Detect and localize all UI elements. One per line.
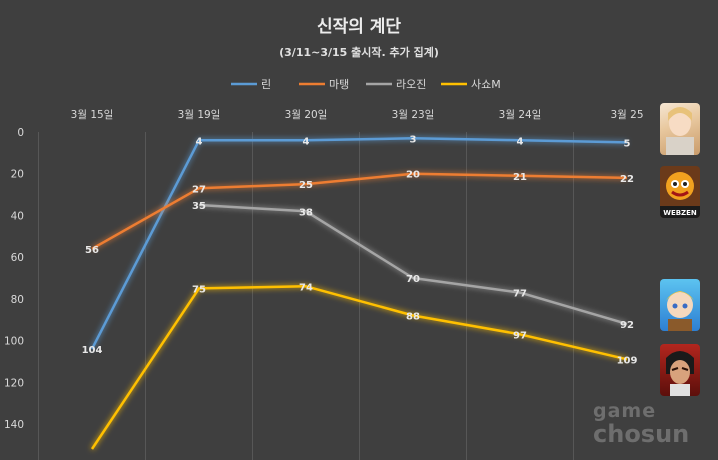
series-lines [90,137,628,450]
data-label: 56 [85,245,99,256]
legend-label: 사쇼M [471,78,501,91]
data-labels: 104 4 4 3 4 5 56 27 25 20 21 22 35 38 70 77 92 75 74 88 97 10… [82,134,638,366]
x-tick-label: 3월 23일 [392,108,435,121]
x-tick-label: 3월 20일 [285,108,328,121]
series-line-마탱 [91,172,628,250]
y-tick-label: 20 [11,169,24,181]
data-label: 4 [196,136,203,147]
y-tick-label: 120 [4,377,24,389]
data-label: 27 [192,184,206,195]
legend: 린 마탱 라오진 사쇼M [231,78,501,91]
x-tick-label: 3월 25 [610,109,643,121]
legend-label: 마탱 [329,78,349,91]
lin-game-icon [660,103,700,155]
chart-title: 신작의 계단 [317,17,401,37]
data-label: 75 [192,284,206,295]
x-tick-label: 3월 15일 [71,108,114,121]
data-label: 4 [303,136,310,147]
webzen-label: WEBZEN [663,209,697,217]
y-axis-ticks: 0 20 40 60 80 100 120 140 [4,127,24,431]
legend-label: 린 [261,78,271,91]
data-label: 97 [513,330,527,341]
y-tick-label: 0 [17,127,24,139]
y-tick-label: 140 [4,419,24,431]
y-tick-label: 60 [11,252,24,264]
data-label: 38 [299,207,313,218]
data-label: 25 [299,180,313,191]
y-tick-label: 40 [11,210,24,222]
data-label: 21 [513,172,527,183]
watermark-line2: chosun [593,420,690,448]
x-tick-label: 3월 19일 [178,108,221,121]
data-label: 74 [299,282,313,293]
data-label: 35 [192,201,206,212]
series-line-라오진 [198,203,628,326]
x-axis-ticks: 3월 15일 3월 19일 3월 20일 3월 23일 3월 24일 3월 25 [71,108,644,121]
data-label: 104 [82,345,103,356]
matang-game-icon: WEBZEN [660,166,700,218]
series-line-린 [90,137,628,350]
legend-label: 라오진 [396,78,426,91]
data-label: 20 [406,170,420,181]
sashom-game-icon [660,344,700,396]
data-label: 70 [406,274,420,285]
watermark-line1: game [593,400,657,422]
data-label: 109 [617,355,638,366]
chart-subtitle: (3/11~3/15 출시작. 추가 집계) [279,45,439,59]
data-label: 92 [620,320,634,331]
data-label: 88 [406,312,420,323]
y-tick-label: 100 [4,336,24,348]
series-line-사쇼M [90,285,628,450]
laojin-game-icon [660,279,700,331]
data-label: 22 [620,174,634,185]
data-label: 77 [513,289,527,300]
watermark-logo: game chosun [593,400,690,448]
data-label: 4 [517,136,524,147]
data-label: 5 [624,138,631,149]
x-tick-label: 3월 24일 [499,108,542,121]
y-tick-label: 80 [11,294,24,306]
data-label: 3 [410,134,417,145]
